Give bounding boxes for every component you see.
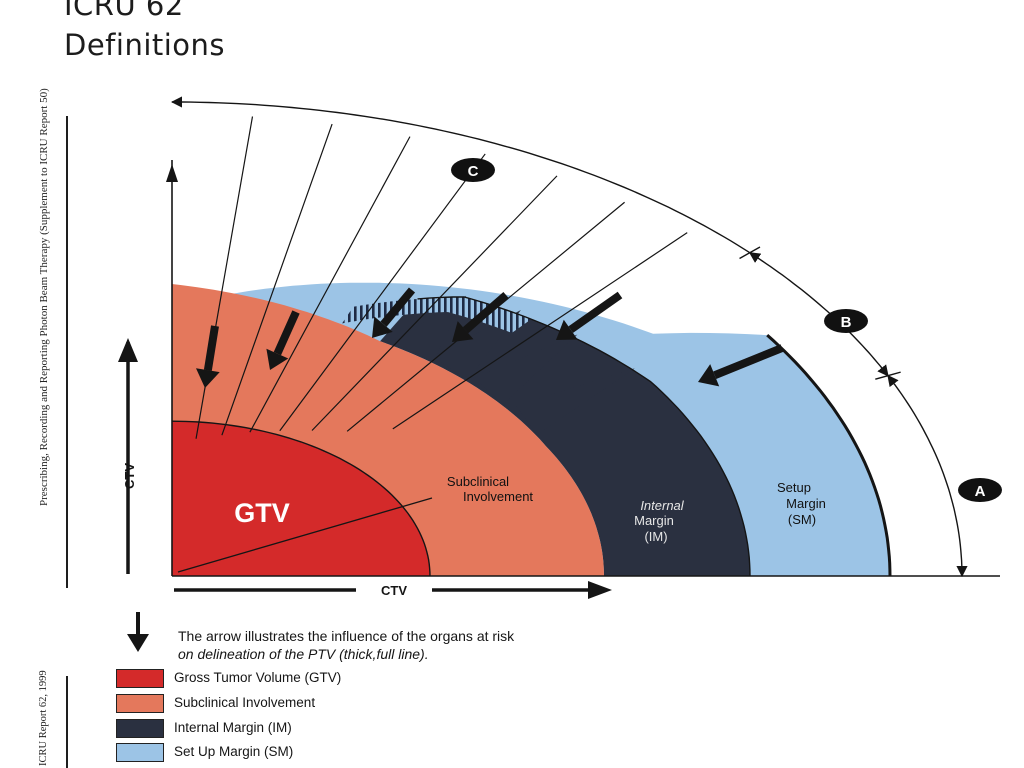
gtv-radius-line — [177, 497, 433, 573]
page-title-line-1: ICRU 62 — [64, 0, 184, 22]
legend-note-line-1: The arrow illustrates the influence of t… — [178, 628, 515, 644]
gtv-label: GTV — [234, 498, 290, 528]
oar-arrow-shaft — [203, 325, 219, 371]
subclinical-spikes — [393, 295, 635, 435]
subclinical-label-line-2: Involvement — [463, 489, 533, 504]
legend-note-line-2: on delineation of the PTV (thick,full li… — [178, 646, 429, 662]
ctv-vertical-arrowhead — [118, 338, 138, 362]
oar-arrow-head — [196, 368, 220, 388]
ray-line — [392, 232, 688, 430]
ctv-horizontal-label: CTV — [381, 583, 407, 598]
legend-swatch-gtv — [116, 669, 164, 688]
oar-arrow-shaft — [568, 291, 623, 333]
ray-line — [311, 175, 558, 431]
ctv-horizontal-arrowhead — [588, 581, 612, 599]
oar-arrow-head — [698, 364, 720, 387]
ctv-vertical-label: CTV — [122, 463, 137, 489]
legend-label-gtv: Gross Tumor Volume (GTV) — [174, 670, 342, 685]
legend-swatch-subclinical — [116, 694, 164, 713]
internal-margin-label-line-1: Internal — [640, 498, 684, 513]
marker-a: A — [958, 478, 1002, 502]
oar-arrow-head — [266, 348, 289, 370]
setup-margin-label-line-1: Setup — [777, 480, 811, 495]
organ-at-risk-arrows — [196, 287, 784, 388]
oar-arrow-shaft — [273, 310, 300, 356]
legend-swatch-internal-margin — [116, 719, 164, 738]
legend-swatch-setup-margin — [116, 743, 164, 762]
b-dimension-arc — [748, 252, 889, 377]
marker-b: B — [824, 309, 868, 333]
ray-line — [221, 123, 333, 436]
setup-margin-label-line-2: Margin — [786, 496, 826, 511]
oar-arrow-head — [556, 319, 578, 340]
gtv-arc — [171, 420, 431, 577]
c-dimension-arc — [170, 96, 751, 254]
page-title-line-2: Definitions — [64, 28, 226, 62]
a-dimension-arc — [887, 374, 968, 578]
internal-margin-label-line-2: Margin — [634, 513, 674, 528]
svg-text:C: C — [468, 163, 479, 180]
legend-arrow-icon — [127, 634, 149, 652]
legend-label-setup-margin: Set Up Margin (SM) — [174, 744, 294, 759]
oar-arrow-head — [372, 316, 393, 338]
setup-margin-label-line-3: (SM) — [788, 512, 816, 527]
oar-arrow-shaft — [462, 291, 509, 334]
side-rule-bottom — [66, 676, 68, 768]
svg-text:A: A — [975, 483, 986, 500]
svg-text:B: B — [841, 314, 852, 331]
oar-arrow-shaft — [380, 287, 416, 327]
gtv-region — [172, 421, 430, 576]
dimension-tick — [739, 246, 761, 260]
legend-label-subclinical: Subclinical Involvement — [174, 695, 316, 710]
oar-arrow-head — [452, 321, 474, 342]
internal-margin-arc — [417, 296, 751, 577]
legend-label-internal-margin: Internal Margin (IM) — [174, 720, 292, 735]
ray-line — [279, 153, 486, 432]
ray-line — [249, 136, 411, 433]
marker-c: C — [451, 158, 495, 182]
internal-margin-label-line-3: (IM) — [644, 529, 667, 544]
vertical-axis-arrowhead — [166, 164, 178, 182]
subclinical-label-line-1: Subclinical — [447, 474, 509, 489]
striped-band — [342, 296, 532, 333]
dimension-ticks — [739, 246, 901, 380]
dimension-tick — [875, 371, 901, 380]
side-rule-top — [66, 116, 68, 588]
